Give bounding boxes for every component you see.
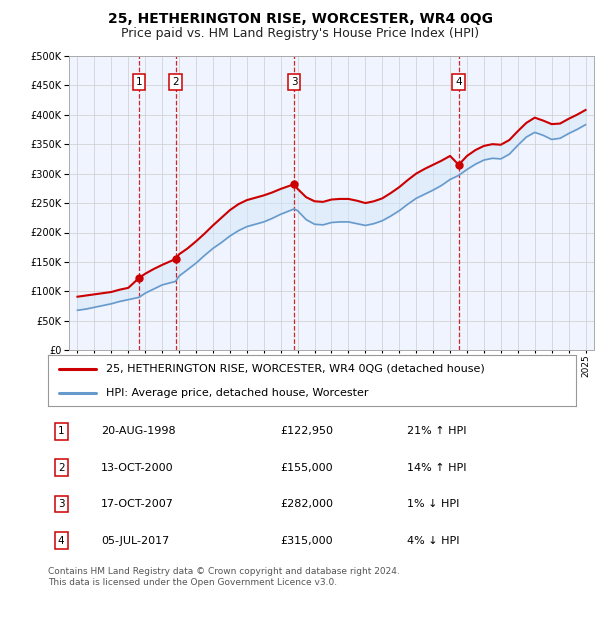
Text: 05-JUL-2017: 05-JUL-2017: [101, 536, 169, 546]
Text: 4: 4: [58, 536, 65, 546]
Text: 13-OCT-2000: 13-OCT-2000: [101, 463, 173, 472]
Text: 4% ↓ HPI: 4% ↓ HPI: [407, 536, 460, 546]
Text: 4: 4: [455, 78, 462, 87]
Text: 1: 1: [136, 78, 142, 87]
Text: 1: 1: [58, 426, 65, 436]
Text: £155,000: £155,000: [280, 463, 333, 472]
Text: HPI: Average price, detached house, Worcester: HPI: Average price, detached house, Worc…: [106, 388, 368, 399]
Text: £315,000: £315,000: [280, 536, 333, 546]
Text: 25, HETHERINGTON RISE, WORCESTER, WR4 0QG: 25, HETHERINGTON RISE, WORCESTER, WR4 0Q…: [107, 12, 493, 27]
Text: £282,000: £282,000: [280, 499, 334, 509]
Text: Contains HM Land Registry data © Crown copyright and database right 2024.
This d: Contains HM Land Registry data © Crown c…: [48, 567, 400, 587]
Text: Price paid vs. HM Land Registry's House Price Index (HPI): Price paid vs. HM Land Registry's House …: [121, 27, 479, 40]
Text: 17-OCT-2007: 17-OCT-2007: [101, 499, 173, 509]
Text: £122,950: £122,950: [280, 426, 334, 436]
Text: 3: 3: [58, 499, 65, 509]
Text: 3: 3: [291, 78, 298, 87]
Text: 2: 2: [172, 78, 179, 87]
Text: 21% ↑ HPI: 21% ↑ HPI: [407, 426, 467, 436]
Text: 1% ↓ HPI: 1% ↓ HPI: [407, 499, 460, 509]
Text: 2: 2: [58, 463, 65, 472]
Text: 25, HETHERINGTON RISE, WORCESTER, WR4 0QG (detached house): 25, HETHERINGTON RISE, WORCESTER, WR4 0Q…: [106, 364, 485, 374]
Text: 20-AUG-1998: 20-AUG-1998: [101, 426, 175, 436]
Text: 14% ↑ HPI: 14% ↑ HPI: [407, 463, 467, 472]
